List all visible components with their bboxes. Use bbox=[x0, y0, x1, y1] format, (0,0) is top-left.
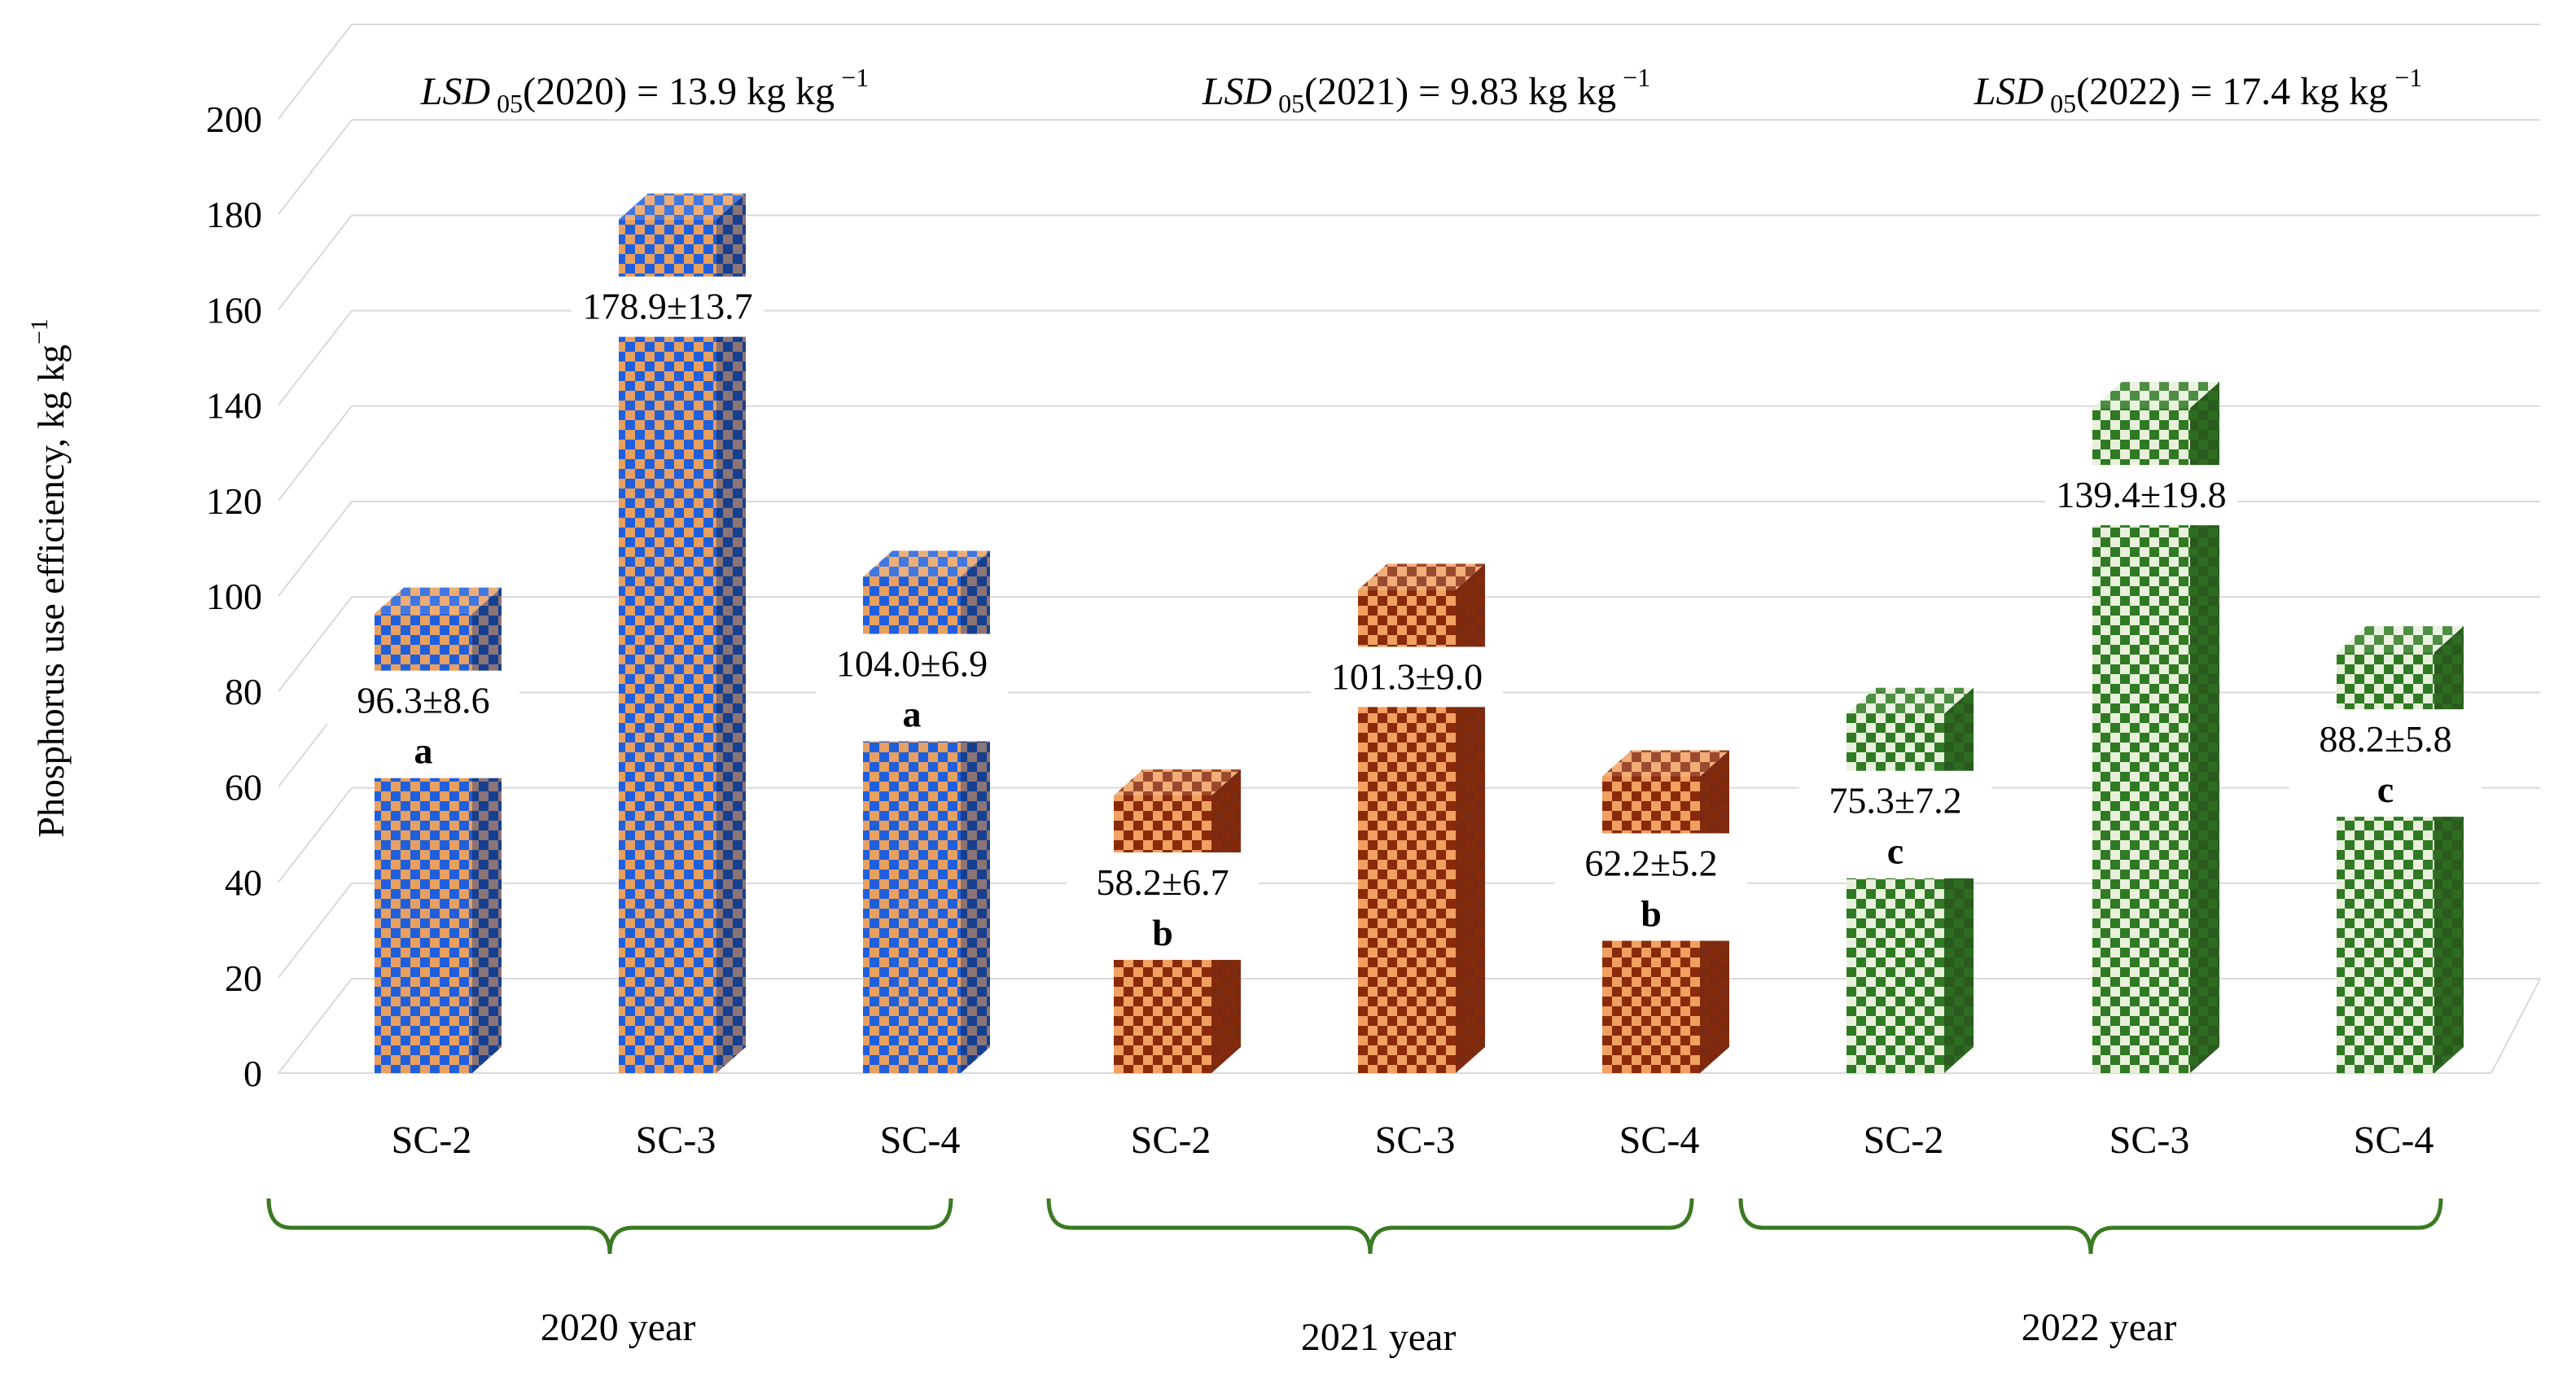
bar-side bbox=[472, 587, 502, 1073]
data-label-box bbox=[2045, 465, 2237, 526]
y-tick-label: 100 bbox=[206, 576, 262, 617]
data-label-box bbox=[1555, 833, 1747, 941]
data-label: 88.2±5.8 bbox=[2319, 718, 2451, 760]
bar-side bbox=[1944, 687, 1974, 1073]
gridline-diag bbox=[278, 883, 353, 979]
data-label: 75.3±7.2 bbox=[1829, 780, 1961, 822]
significance-letter: c bbox=[1887, 830, 1904, 872]
bar-side bbox=[1456, 563, 1485, 1073]
bar-front bbox=[1847, 713, 1944, 1073]
significance-letter: a bbox=[414, 730, 433, 772]
data-label-box bbox=[572, 276, 764, 337]
bar-top bbox=[375, 587, 502, 614]
lsd-annotation: LSD 05(2020) = 13.9 kg kg −1 bbox=[420, 63, 869, 118]
bar bbox=[2337, 626, 2464, 1073]
data-label: 96.3±8.6 bbox=[357, 680, 489, 721]
gridline-diag bbox=[278, 119, 353, 215]
data-label: 178.9±13.7 bbox=[582, 286, 752, 327]
y-tick-label: 80 bbox=[225, 671, 262, 712]
bar-top bbox=[1602, 750, 1729, 777]
y-tick-label: 120 bbox=[206, 480, 262, 522]
y-tick-label: 180 bbox=[206, 194, 262, 235]
gridline-diag bbox=[278, 978, 353, 1074]
data-label: 101.3±9.0 bbox=[1331, 655, 1483, 697]
x-tick-label: SC-2 bbox=[1864, 1119, 1944, 1162]
bar-top bbox=[2337, 626, 2464, 653]
bar-front bbox=[619, 219, 716, 1073]
floor-line-right bbox=[2491, 978, 2541, 1074]
bar-top bbox=[1358, 563, 1485, 590]
bar-side bbox=[2434, 626, 2464, 1073]
group-label: 2021 year bbox=[1301, 1316, 1457, 1359]
gridline-diag bbox=[278, 405, 353, 502]
gridline-diag bbox=[278, 787, 353, 883]
bar-top bbox=[2092, 382, 2219, 409]
significance-letter: a bbox=[903, 694, 922, 735]
bar bbox=[1847, 687, 1974, 1073]
y-tick-label: 140 bbox=[206, 385, 262, 427]
data-label-box bbox=[2289, 709, 2482, 817]
bar-top bbox=[1847, 687, 1974, 714]
data-label-box bbox=[327, 670, 519, 778]
bar-side bbox=[2190, 382, 2219, 1074]
bar bbox=[863, 550, 990, 1073]
y-tick-label: 40 bbox=[225, 862, 262, 904]
bar bbox=[619, 193, 746, 1073]
y-axis: 0 20 40 60 80 100 120 140 160 180 200 bbox=[206, 99, 262, 1094]
significance-letter: b bbox=[1641, 893, 1662, 935]
bar-top bbox=[863, 550, 990, 577]
y-tick-label: 200 bbox=[206, 99, 262, 140]
gridline-diag bbox=[278, 309, 353, 406]
bar-top bbox=[1114, 769, 1241, 795]
group-brace bbox=[1046, 1198, 1694, 1255]
significance-letter: b bbox=[1152, 912, 1173, 953]
y-tick-label: 60 bbox=[225, 766, 262, 808]
y-tick-label: 160 bbox=[206, 289, 262, 331]
significance-letter: c bbox=[2377, 769, 2394, 810]
lsd-annotation: LSD 05(2021) = 9.83 kg kg −1 bbox=[1202, 63, 1650, 118]
data-label: 139.4±19.8 bbox=[2056, 474, 2226, 515]
group-label: 2022 year bbox=[2022, 1306, 2177, 1349]
x-axis: SC-2 SC-3 SC-4 SC-2 SC-3 SC-4 SC-2 SC-3 SC-4 bbox=[392, 1119, 2434, 1162]
gridline-diag bbox=[278, 24, 353, 120]
gridline-diag bbox=[278, 596, 353, 692]
bar-top bbox=[619, 193, 746, 220]
group-brace bbox=[266, 1198, 953, 1255]
gridline-diag bbox=[278, 501, 353, 597]
x-tick-label: SC-3 bbox=[2109, 1119, 2190, 1162]
x-tick-label: SC-3 bbox=[1375, 1119, 1456, 1162]
group-label: 2020 year bbox=[541, 1306, 696, 1349]
data-label-box bbox=[1311, 646, 1503, 708]
x-tick-label: SC-4 bbox=[2354, 1119, 2434, 1162]
lsd-annotation: LSD 05(2022) = 17.4 kg kg −1 bbox=[1974, 63, 2422, 118]
bar bbox=[1358, 563, 1485, 1073]
data-label-box bbox=[816, 633, 1008, 742]
bar-side bbox=[716, 193, 746, 1073]
data-label-box bbox=[1799, 770, 1991, 879]
y-tick-label: 20 bbox=[225, 957, 262, 999]
data-label-box bbox=[1067, 852, 1259, 960]
data-label: 104.0±6.9 bbox=[836, 643, 988, 685]
x-tick-label: SC-4 bbox=[880, 1119, 961, 1162]
gridline-diag bbox=[278, 214, 353, 311]
x-tick-label: SC-4 bbox=[1619, 1119, 1700, 1162]
y-tick-label: 0 bbox=[243, 1053, 262, 1094]
bar-side bbox=[961, 550, 990, 1073]
group-brace bbox=[1738, 1198, 2443, 1255]
x-tick-label: SC-3 bbox=[636, 1119, 716, 1162]
x-tick-label: SC-2 bbox=[1131, 1119, 1211, 1162]
y-axis-label: Phosphorus use efficiency, kg kg−1 bbox=[26, 318, 72, 838]
data-labels: 96.3±8.6 a 178.9±13.7 104.0±6.9 a 58.2±6.7 b 10… bbox=[327, 63, 2482, 960]
x-tick-label: SC-2 bbox=[392, 1119, 472, 1162]
group-labels: 2020 year 2021 year 2022 year bbox=[266, 1198, 2443, 1359]
bar bbox=[375, 587, 502, 1073]
data-label: 62.2±5.2 bbox=[1584, 843, 1717, 884]
data-label: 58.2±6.7 bbox=[1096, 861, 1229, 903]
